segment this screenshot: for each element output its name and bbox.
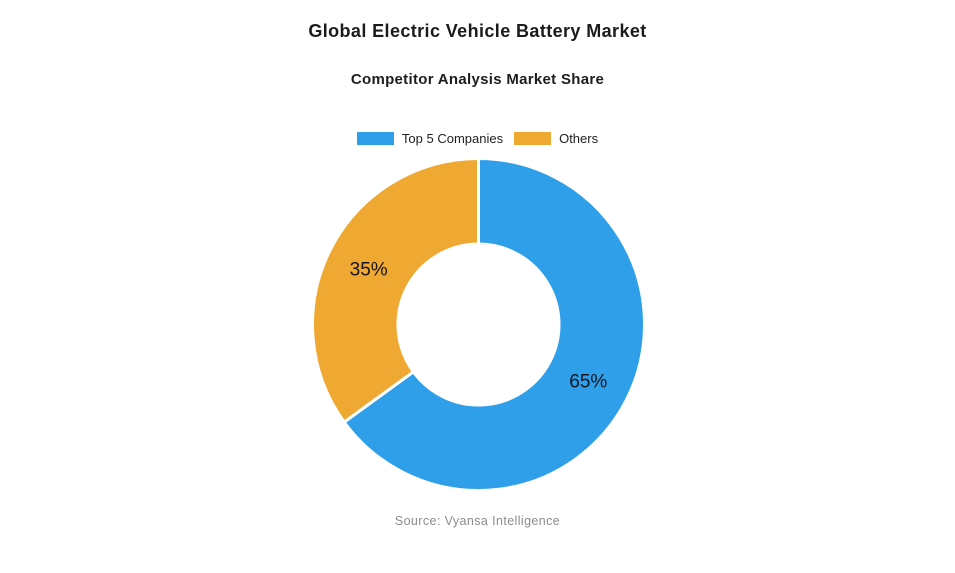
donut-slice-top-5-companies[interactable] xyxy=(342,157,646,492)
legend-label: Others xyxy=(559,131,599,146)
legend-item-top-5-companies[interactable]: Top 5 Companies xyxy=(356,131,504,146)
chart-subtitle: Competitor Analysis Market Share xyxy=(350,71,605,88)
slice-label-65pct: 65% xyxy=(569,372,607,393)
chart-title: Global Electric Vehicle Battery Market xyxy=(308,21,647,41)
legend-swatch-blue xyxy=(356,132,394,145)
slice-label-35pct: 35% xyxy=(350,260,388,281)
legend-swatch-orange xyxy=(514,132,552,145)
source-caption: Source: Vyansa Intelligence xyxy=(394,514,561,528)
donut-chart: 65% 35% xyxy=(310,157,646,492)
legend-item-others[interactable]: Others xyxy=(514,131,598,146)
legend-label: Top 5 Companies xyxy=(401,131,504,146)
donut-chart-area: 65% 35% xyxy=(308,154,649,495)
donut-slice-others[interactable] xyxy=(310,157,480,424)
legend: Top 5 Companies Others xyxy=(0,131,955,146)
